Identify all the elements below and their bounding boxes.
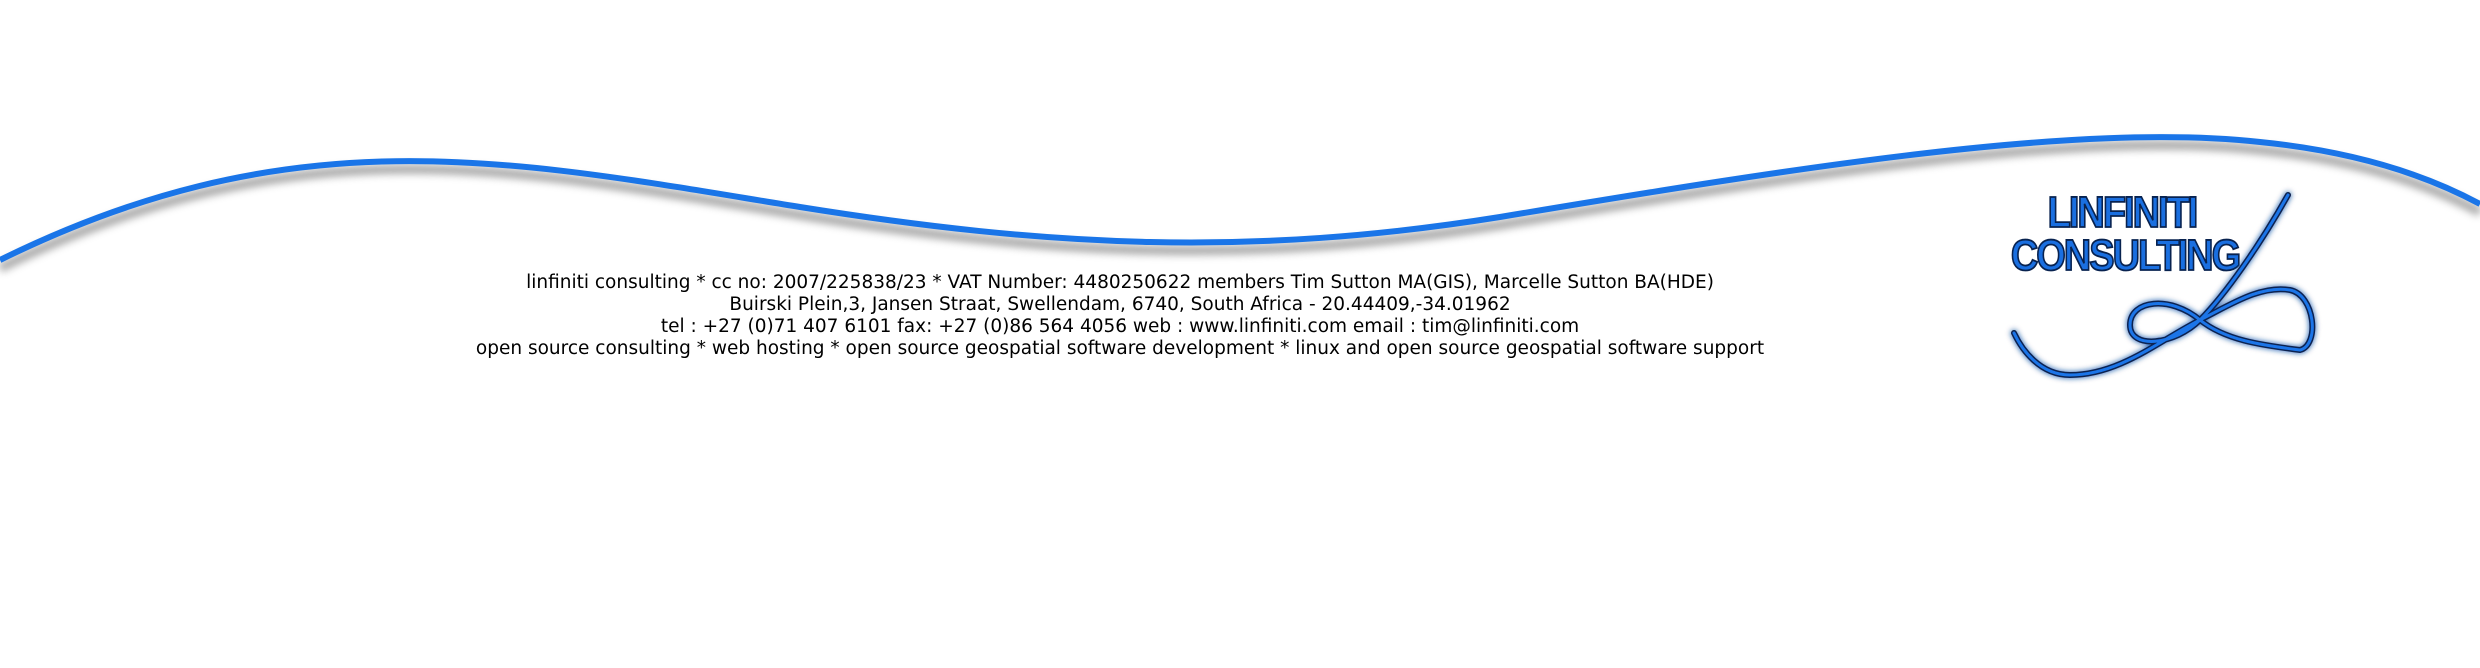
company-details: linfiniti consulting * cc no: 2007/22583… — [420, 272, 1820, 360]
company-contact-line: tel : +27 (0)71 407 6101 fax: +27 (0)86 … — [660, 316, 1580, 337]
wave-shadow — [0, 140, 2480, 273]
logo-word-consulting: CONSULTING — [2011, 231, 2240, 280]
infinity-loop-icon — [2011, 192, 2316, 379]
logo-word-linfiniti: LINFINITI — [2048, 188, 2197, 237]
company-address-line: Buirski Plein,3, Jansen Straat, Swellend… — [729, 294, 1511, 315]
company-services-line: open source consulting * web hosting * o… — [475, 338, 1765, 359]
company-logo: LINFINITI CONSULTING — [2010, 185, 2320, 385]
company-registration-line: linfiniti consulting * cc no: 2007/22583… — [526, 272, 1714, 293]
wave-line — [0, 134, 2480, 263]
